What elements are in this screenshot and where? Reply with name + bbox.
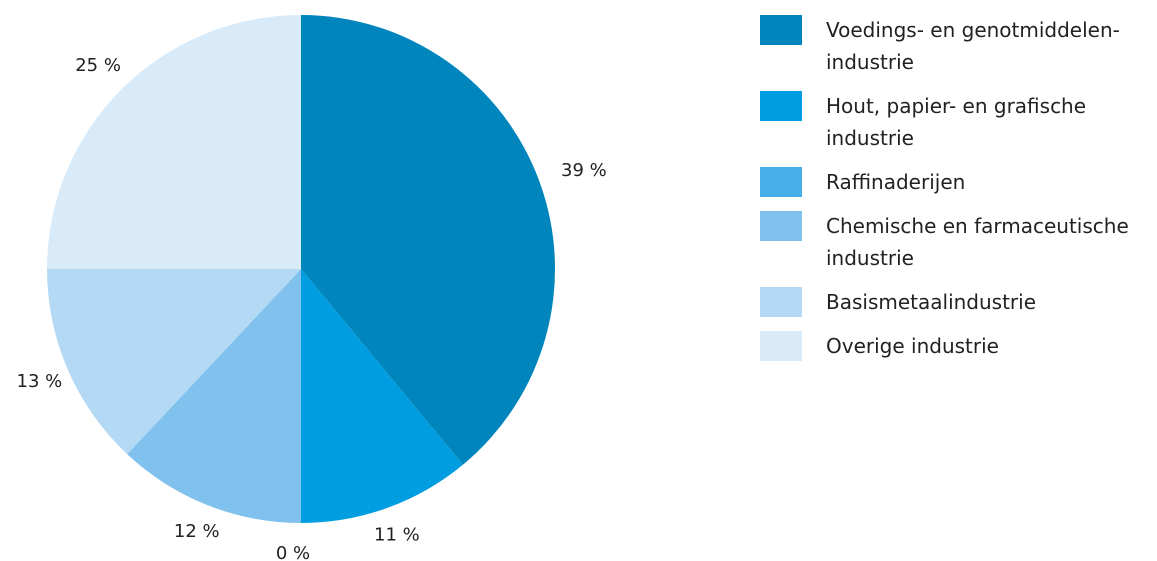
legend-item-4: Chemische en farmaceutische industrie xyxy=(760,210,1150,274)
legend-label-5: Basismetaalindustrie xyxy=(826,290,1037,314)
pie-slice-4 xyxy=(127,269,301,523)
pie-slice-2 xyxy=(301,269,463,523)
pie-chart: 39 % 11 % 0 % 12 % 13 % 25 % xyxy=(17,15,607,561)
pie-slices xyxy=(47,15,556,523)
pie-slice-label-3: 0 % xyxy=(276,543,310,561)
legend-swatch-3 xyxy=(760,167,802,197)
pie-slice-6 xyxy=(47,15,301,269)
legend-item-2: Hout, papier- en grafische industrie xyxy=(760,90,1150,154)
legend-item-3: Raffinaderijen xyxy=(760,166,1150,198)
pie-slice-label-1: 39 % xyxy=(561,160,607,181)
legend-label-2: Hout, papier- en grafische industrie xyxy=(826,94,1087,150)
legend-label-3: Raffinaderijen xyxy=(826,170,966,194)
pie-slice-label-2: 11 % xyxy=(374,524,420,545)
legend-label-1: Voedings- en genotmiddelen-industrie xyxy=(826,18,1120,74)
legend-swatch-2 xyxy=(760,91,802,121)
pie-slice-5 xyxy=(47,269,301,455)
legend-label-6: Overige industrie xyxy=(826,334,999,358)
pie-slice-label-4: 12 % xyxy=(174,521,220,542)
pie-slice-label-6: 25 % xyxy=(75,55,121,76)
legend-item-1: Voedings- en genotmiddelen-industrie xyxy=(760,14,1150,78)
legend-swatch-4 xyxy=(760,211,802,241)
pie-slice-1 xyxy=(301,15,556,465)
pie-slice-label-5: 13 % xyxy=(17,371,63,392)
legend-swatch-5 xyxy=(760,287,802,317)
legend-label-4: Chemische en farmaceutische industrie xyxy=(826,214,1129,270)
pie-labels: 39 % 11 % 0 % 12 % 13 % 25 % xyxy=(17,55,607,561)
legend-swatch-1 xyxy=(760,15,802,45)
legend: Voedings- en genotmiddelen-industrie Hout… xyxy=(760,14,1150,374)
legend-swatch-6 xyxy=(760,331,802,361)
legend-item-6: Overige industrie xyxy=(760,330,1150,362)
legend-item-5: Basismetaalindustrie xyxy=(760,286,1150,318)
